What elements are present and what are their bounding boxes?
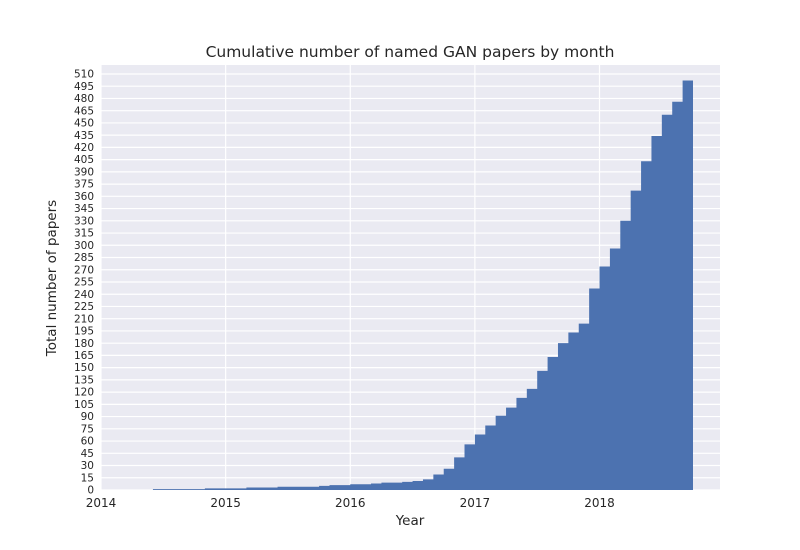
y-tick-label: 30 [81, 460, 94, 472]
y-tick-label: 465 [74, 105, 94, 117]
y-tick-label: 330 [74, 215, 94, 227]
y-tick-label: 75 [81, 423, 94, 435]
y-axis-tick-labels: 0153045607590105120135150165180195210225… [74, 69, 94, 497]
y-tick-label: 405 [74, 154, 94, 166]
y-tick-label: 450 [74, 118, 94, 130]
y-tick-label: 240 [74, 289, 94, 301]
y-tick-label: 0 [87, 485, 94, 497]
y-tick-label: 375 [74, 179, 94, 191]
x-axis-tick-labels: 2014 2015 2016 2017 2018 [86, 496, 615, 510]
y-tick-label: 495 [74, 81, 94, 93]
y-tick-label: 345 [74, 203, 94, 215]
x-tick-label: 2016 [335, 496, 366, 510]
y-tick-label: 105 [74, 399, 94, 411]
y-tick-label: 255 [74, 277, 94, 289]
chart-title: Cumulative number of named GAN papers by… [206, 43, 615, 61]
y-tick-label: 15 [81, 472, 94, 484]
y-tick-label: 195 [74, 326, 94, 338]
y-tick-label: 225 [74, 301, 94, 313]
y-tick-label: 90 [81, 411, 94, 423]
y-axis-label: Total number of papers [44, 200, 60, 357]
y-tick-label: 135 [74, 374, 94, 386]
y-tick-label: 435 [74, 130, 94, 142]
y-tick-label: 390 [74, 166, 94, 178]
y-tick-label: 315 [74, 228, 94, 240]
y-tick-label: 420 [74, 142, 94, 154]
y-tick-label: 180 [74, 338, 94, 350]
y-tick-label: 120 [74, 387, 94, 399]
y-tick-label: 510 [74, 69, 94, 81]
y-tick-label: 60 [81, 436, 94, 448]
y-tick-label: 165 [74, 350, 94, 362]
y-tick-label: 45 [81, 448, 94, 460]
y-tick-label: 285 [74, 252, 94, 264]
y-tick-label: 210 [74, 313, 94, 325]
y-tick-label: 360 [74, 191, 94, 203]
x-axis-label: Year [395, 513, 425, 529]
area-series [152, 80, 693, 490]
y-tick-label: 300 [74, 240, 94, 252]
x-tick-label: 2014 [86, 496, 117, 510]
x-tick-label: 2015 [210, 496, 241, 510]
x-tick-label: 2018 [584, 496, 615, 510]
x-tick-label: 2017 [460, 496, 491, 510]
y-tick-label: 270 [74, 264, 94, 276]
y-tick-label: 480 [74, 93, 94, 105]
y-tick-label: 150 [74, 362, 94, 374]
